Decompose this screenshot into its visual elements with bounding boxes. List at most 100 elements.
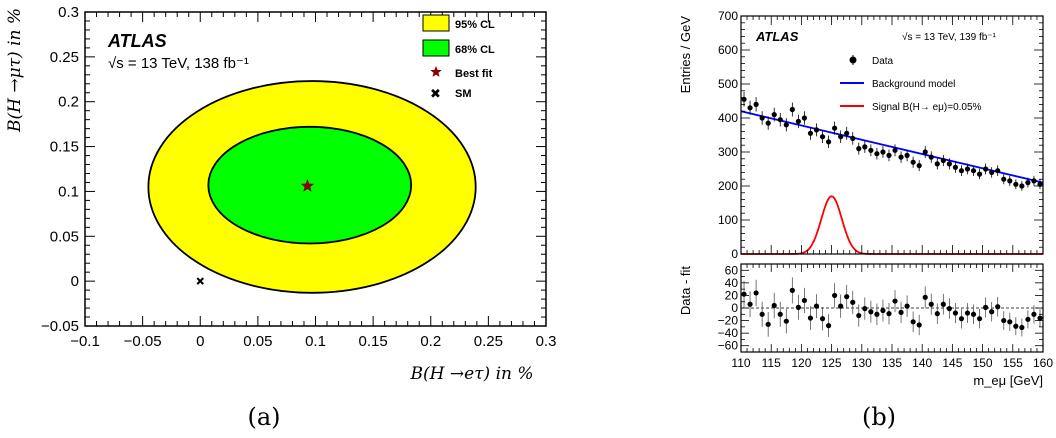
x-tick-label: 145 — [942, 356, 962, 370]
residual-point — [964, 310, 971, 316]
residual-point — [952, 310, 959, 316]
residual-point — [970, 311, 977, 317]
residual-point — [1007, 319, 1013, 325]
panel-caption-b: (b) — [862, 403, 896, 431]
data-point — [1007, 178, 1013, 184]
residual-point — [946, 306, 952, 312]
x-tick-label: 115 — [762, 356, 781, 370]
residual-point — [1031, 311, 1037, 317]
residual-point — [892, 298, 898, 304]
residual-points — [741, 277, 1043, 338]
legend-star-marker — [430, 66, 442, 77]
main-y-axis-label: Entries / GeV — [678, 16, 693, 94]
residual-point — [940, 301, 946, 307]
residual-point — [916, 322, 922, 328]
main-plot-frame — [740, 15, 1044, 255]
data-point — [783, 122, 789, 128]
residual-point — [910, 319, 916, 325]
data-point — [989, 169, 995, 175]
residual-point — [928, 301, 934, 307]
data-point — [886, 152, 892, 158]
residual-point — [807, 315, 814, 321]
residual-point — [753, 290, 759, 296]
data-point — [874, 151, 880, 157]
y-tick-label: 200 — [718, 179, 738, 193]
residual-point — [1019, 324, 1025, 331]
data-point — [868, 147, 874, 153]
data-point — [904, 152, 910, 158]
data-point — [952, 164, 959, 170]
residual-point — [904, 303, 910, 309]
data-point — [759, 115, 765, 121]
main-plot: 0 100 200 300 400 500 600 700 ATLAS √s = 13 TeV… — [678, 9, 1044, 261]
residual-point — [765, 321, 771, 327]
y-tick-label: 100 — [718, 213, 738, 227]
legend-label-background: Background model — [872, 79, 955, 90]
y-tick-label: 0.15 — [50, 139, 79, 156]
points — [196, 179, 315, 285]
residual-point — [759, 311, 765, 317]
y-tick-label: 600 — [718, 43, 738, 57]
legend-cross-marker: ✖ — [430, 87, 441, 102]
data-point — [771, 112, 777, 118]
energy-lumi-label: √s = 13 TeV, 139 fb⁻¹ — [902, 31, 997, 43]
residual-point — [922, 294, 928, 300]
residual-point — [862, 306, 868, 312]
axis-ticks: −0.1 −0.05 0 0.05 0.1 0.15 0.2 0.25 0.3−0.0500.0… — [41, 4, 556, 350]
data-point — [747, 105, 753, 111]
legend: 95% CL 68% CL Best fit ✖ SM — [422, 14, 495, 102]
data-point — [801, 115, 808, 121]
y-tick-label: 0 — [731, 301, 738, 315]
data-point — [813, 127, 820, 133]
data-point — [1031, 178, 1037, 184]
y-tick-label: 0.2 — [58, 94, 79, 111]
data-point — [916, 163, 922, 169]
cl-regions — [147, 80, 477, 294]
x-tick-label: 0 — [196, 333, 204, 350]
data-point — [934, 161, 940, 167]
data-point — [880, 149, 886, 155]
residual-point — [868, 309, 874, 315]
data-point — [1019, 183, 1025, 189]
residual-point — [874, 311, 880, 317]
residual-point — [777, 311, 783, 317]
residual-point — [983, 304, 989, 310]
experiment-label: ATLAS — [107, 31, 167, 51]
x-tick-label: 125 — [822, 356, 842, 370]
residual-point — [771, 302, 777, 309]
y-tick-label: −20 — [718, 314, 739, 328]
data-point — [940, 157, 946, 164]
data-point — [970, 168, 977, 174]
data-point — [983, 166, 989, 172]
residual-point — [741, 291, 747, 297]
y-tick-label: 400 — [718, 111, 738, 125]
residual-point — [1025, 316, 1031, 322]
x-tick-label: 110 — [731, 356, 750, 370]
y-tick-label: 300 — [718, 145, 738, 159]
residual-point — [898, 309, 904, 315]
data-point — [753, 101, 759, 107]
data-point — [819, 134, 826, 140]
data-point — [862, 144, 868, 150]
data-point — [789, 106, 795, 113]
legend-label-signal: Signal B(H→ eμ)=0.05% — [872, 102, 982, 113]
x-tick-label: 0.05 — [243, 333, 272, 350]
data-point — [976, 171, 983, 177]
y-tick-label: 0 — [731, 247, 738, 261]
residual-point — [801, 297, 808, 304]
y-tick-label: 20 — [725, 288, 739, 302]
x-tick-label: 130 — [852, 356, 872, 370]
data-point — [898, 154, 904, 160]
legend-label-sm: SM — [455, 88, 472, 100]
legend-label-95: 95% CL — [455, 19, 495, 31]
legend-data-marker — [849, 56, 857, 64]
residual-point — [1037, 315, 1043, 321]
panel-caption-a: (a) — [247, 403, 280, 431]
panel-a: −0.1 −0.05 0 0.05 0.1 0.15 0.2 0.25 0.3−0.0500.0… — [5, 4, 556, 431]
y-tick-label: 500 — [718, 77, 738, 91]
data-point — [1037, 181, 1043, 187]
data-point — [777, 117, 783, 123]
data-point — [832, 125, 838, 131]
